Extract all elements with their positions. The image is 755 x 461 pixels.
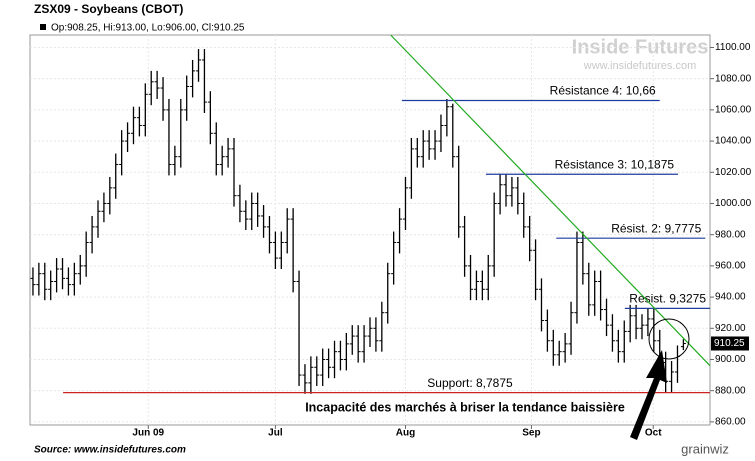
level-label: Support: 8,7875 — [427, 376, 513, 390]
y-tick-label: 980.00 — [715, 229, 746, 240]
x-tick-label: Sep — [522, 428, 540, 439]
y-tick-label: 880.00 — [715, 385, 746, 396]
y-tick-label: 1020.00 — [715, 167, 752, 178]
y-tick-label: 940.00 — [715, 292, 746, 303]
annotation: Incapacité des marchés à briser la tenda… — [305, 400, 625, 414]
y-tick-label: 900.00 — [715, 354, 746, 365]
y-tick-label: 920.00 — [715, 323, 746, 334]
last-price: 910.25 — [714, 338, 745, 349]
y-tick-label: 1100.00 — [715, 42, 751, 53]
arrow — [630, 350, 667, 440]
legend-swatch — [40, 24, 46, 30]
y-tick-label: 960.00 — [715, 261, 746, 272]
highlight-circle — [648, 318, 690, 360]
y-tick-label: 1040.00 — [715, 136, 752, 147]
x-tick-label: Jun 09 — [132, 428, 164, 439]
y-tick-label: 1060.00 — [715, 105, 752, 116]
chart-title: ZSX09 - Soybeans (CBOT) — [34, 2, 183, 16]
x-tick-label: Jul — [268, 428, 283, 439]
level-label: Résistance 4: 10,66 — [550, 84, 656, 98]
level-label: Résistance 3: 10,1875 — [555, 157, 675, 171]
last-price-box — [711, 336, 749, 351]
brand: grainwiz — [681, 441, 729, 456]
y-tick-label: 1080.00 — [715, 73, 752, 84]
x-tick-label: Oct — [645, 428, 662, 439]
y-tick-label: 860.00 — [715, 417, 746, 428]
x-tick-label: Aug — [396, 428, 415, 439]
ohlc-summary: Op:908.25, Hi:913.00, Lo:906.00, Cl:910.… — [51, 23, 245, 34]
watermark-url: www.insidefutures.com — [583, 60, 697, 72]
trend-line — [390, 34, 711, 367]
level-label: Résist. 2: 9,7775 — [611, 221, 701, 235]
y-tick-label: 1000.00 — [715, 198, 752, 209]
source: Source: www.insidefutures.com — [34, 445, 186, 456]
plot-frame — [29, 34, 711, 426]
